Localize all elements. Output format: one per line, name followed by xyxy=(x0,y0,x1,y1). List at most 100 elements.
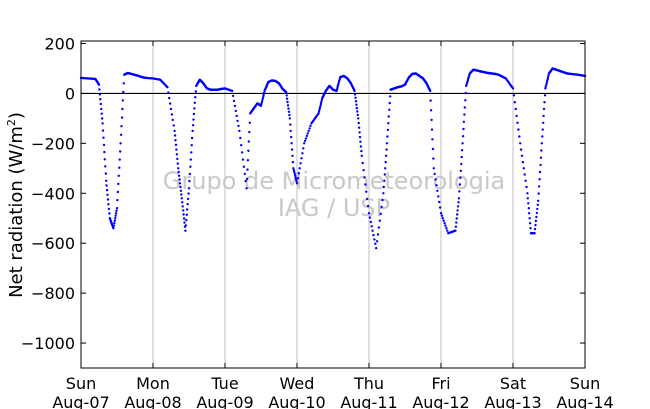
data-point xyxy=(366,197,369,201)
data-point xyxy=(369,220,372,224)
data-point xyxy=(529,227,532,230)
data-point xyxy=(354,100,358,103)
data-point xyxy=(357,126,361,129)
data-point xyxy=(174,143,178,147)
data-point xyxy=(546,79,549,83)
data-point xyxy=(543,94,547,97)
data-point xyxy=(527,207,530,210)
data-point xyxy=(528,222,532,225)
data-point xyxy=(462,127,465,131)
data-point xyxy=(231,89,234,93)
data-point xyxy=(248,130,251,134)
data-point xyxy=(170,113,174,116)
data-point xyxy=(286,100,289,104)
data-point xyxy=(537,199,540,202)
data-point xyxy=(176,157,179,161)
data-point xyxy=(99,102,103,106)
data-point xyxy=(262,91,266,95)
data-point xyxy=(106,198,110,201)
data-point xyxy=(535,211,539,215)
data-point xyxy=(543,101,546,104)
data-point xyxy=(171,118,174,122)
data-point xyxy=(385,148,388,151)
data-point xyxy=(184,224,188,227)
data-point xyxy=(386,135,389,138)
data-point xyxy=(461,135,465,138)
data-point xyxy=(181,201,184,204)
data-point xyxy=(381,198,384,202)
data-point xyxy=(104,165,107,168)
data-point xyxy=(353,89,356,93)
data-point xyxy=(464,99,467,102)
data-point xyxy=(533,232,536,235)
data-point xyxy=(101,129,105,132)
data-point xyxy=(101,117,104,120)
data-point xyxy=(512,94,516,97)
data-point xyxy=(113,222,116,225)
data-point xyxy=(290,142,293,145)
data-point xyxy=(464,91,467,95)
data-point xyxy=(515,114,518,118)
data-point xyxy=(356,113,359,117)
data-point xyxy=(537,192,540,195)
data-point xyxy=(190,136,194,140)
data-point xyxy=(193,107,196,110)
data-point xyxy=(294,174,297,177)
data-point xyxy=(538,170,542,174)
data-point xyxy=(103,158,107,161)
data-point xyxy=(435,184,438,187)
data-point xyxy=(546,76,550,79)
data-point xyxy=(189,158,192,161)
data-point xyxy=(523,173,526,176)
data-point xyxy=(122,82,126,85)
data-point xyxy=(358,135,362,139)
data-point xyxy=(438,200,441,204)
data-point xyxy=(458,183,462,186)
data-point xyxy=(296,177,300,180)
data-point xyxy=(294,176,297,179)
data-point xyxy=(293,172,296,176)
data-point xyxy=(101,122,104,125)
data-points xyxy=(79,67,587,250)
x-tick-date: Aug-13 xyxy=(484,393,541,409)
data-point xyxy=(366,204,370,208)
data-point xyxy=(439,212,443,215)
x-tick-day: Sun xyxy=(570,374,600,393)
data-point xyxy=(114,212,118,215)
data-point xyxy=(524,179,527,182)
data-point xyxy=(97,83,101,86)
data-point xyxy=(384,154,388,157)
data-point xyxy=(174,139,177,142)
data-point xyxy=(434,178,437,181)
data-point xyxy=(457,197,461,200)
x-axis: SunAug-07MonAug-08TueAug-09WedAug-10ThuA… xyxy=(52,41,614,409)
data-point xyxy=(285,91,288,94)
data-point xyxy=(542,107,546,111)
data-point xyxy=(440,214,444,217)
data-point xyxy=(246,168,249,171)
data-point xyxy=(538,178,541,181)
watermark-line-1: Grupo de Micrometeorologia xyxy=(163,167,505,195)
data-point xyxy=(287,107,290,110)
data-point xyxy=(367,212,371,215)
data-point xyxy=(247,140,250,143)
data-point xyxy=(526,197,529,200)
data-point xyxy=(185,213,188,216)
data-point xyxy=(120,125,123,128)
data-point xyxy=(542,114,545,118)
data-point xyxy=(289,123,292,126)
data-point xyxy=(194,96,197,99)
y-axis-label-superscript: 2 xyxy=(5,119,18,126)
data-point xyxy=(377,226,381,229)
data-point xyxy=(190,151,193,154)
x-tick-date: Aug-14 xyxy=(556,393,613,409)
data-point xyxy=(375,240,379,243)
data-point xyxy=(98,93,102,96)
data-point xyxy=(535,215,538,219)
data-point xyxy=(248,121,251,125)
data-point xyxy=(118,166,121,169)
data-point xyxy=(262,95,265,98)
data-point xyxy=(357,121,360,125)
data-point xyxy=(304,137,308,140)
